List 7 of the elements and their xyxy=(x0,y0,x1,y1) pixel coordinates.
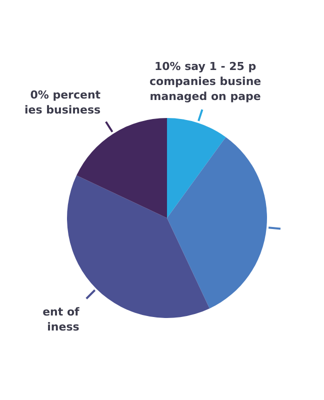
slice-label: 0% percent ies business xyxy=(24,88,101,116)
pie-slice xyxy=(76,118,167,218)
pie-slice xyxy=(167,118,226,218)
pie-slice xyxy=(167,137,267,308)
pie-slice xyxy=(67,175,210,318)
slice-label: ent of iness xyxy=(42,306,80,334)
slice-label: 10% say 1 - 25 p companies busine managed on pape xyxy=(150,60,262,104)
